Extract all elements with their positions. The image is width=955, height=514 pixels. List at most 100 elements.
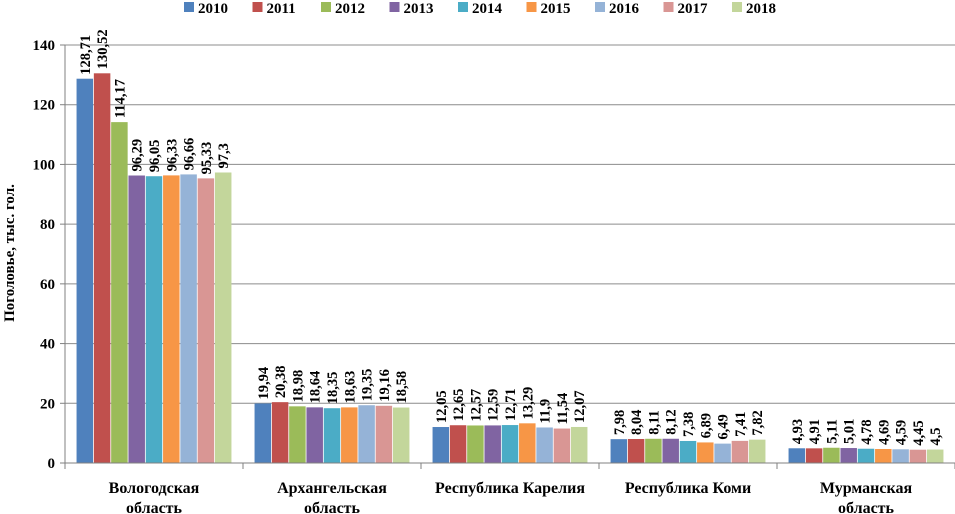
bar-2014-3	[679, 440, 697, 463]
data-label: 12,07	[572, 390, 588, 423]
legend-label: 2010	[198, 1, 228, 17]
bar-2012-2	[467, 425, 484, 463]
bar-2018-1	[392, 407, 410, 463]
bar-2016-2	[536, 427, 553, 463]
data-label: 18,58	[394, 371, 410, 404]
data-label: 96,66	[182, 138, 198, 171]
legend-label: 2011	[267, 1, 296, 17]
x-category-label: Вологодская	[109, 480, 200, 497]
data-label: 8,04	[629, 410, 645, 435]
bar-2016-0	[180, 174, 197, 463]
bar-2012-3	[645, 438, 662, 463]
bar-2015-0	[163, 175, 180, 463]
data-label: 97,3	[216, 143, 232, 168]
legend-swatch-2018	[732, 2, 742, 12]
bar-2013-3	[662, 438, 679, 463]
data-label: 11,9	[538, 399, 554, 424]
bar-2015-1	[341, 407, 358, 463]
bar-2017-3	[731, 440, 749, 463]
data-label: 4,45	[911, 420, 927, 445]
x-category-label: область	[304, 500, 361, 514]
data-label: 18,98	[290, 370, 306, 403]
data-label: 11,54	[555, 393, 571, 425]
bar-2010-1	[254, 403, 272, 463]
bar-2015-3	[697, 442, 714, 463]
y-tick-label: 20	[40, 396, 55, 412]
x-category-label: Мурманская	[820, 480, 913, 497]
x-category-label: область	[126, 500, 183, 514]
data-label: 4,93	[790, 419, 806, 444]
data-label: 12,71	[503, 388, 519, 421]
bar-2015-2	[519, 423, 536, 463]
data-label: 4,59	[894, 420, 910, 445]
y-tick-label: 80	[40, 217, 55, 233]
y-tick-label: 100	[33, 157, 56, 173]
bar-2010-4	[788, 448, 806, 463]
y-tick-label: 120	[33, 98, 56, 114]
data-label: 7,98	[612, 410, 628, 435]
legend: 2010 2011 2012 2013 2014 2015 2016 2017 2018	[184, 1, 776, 17]
data-label: 8,12	[664, 409, 680, 434]
data-label: 4,5	[928, 427, 944, 445]
legend-label: 2014	[472, 1, 503, 17]
data-label: 6,89	[698, 413, 714, 438]
x-category-label: Республика Коми	[625, 480, 751, 497]
data-label: 18,64	[308, 371, 324, 404]
data-label: 96,29	[130, 139, 146, 172]
y-tick-label: 0	[48, 456, 56, 472]
legend-label: 2017	[678, 1, 709, 17]
data-label: 19,16	[377, 369, 393, 402]
data-label: 20,38	[273, 366, 289, 399]
bar-2016-3	[714, 443, 731, 463]
bar-2013-0	[128, 175, 145, 464]
x-category-label: область	[838, 500, 895, 514]
data-label: 12,65	[451, 389, 467, 422]
bar-2011-2	[449, 425, 467, 463]
legend-swatch-2012	[321, 2, 331, 12]
data-label: 4,78	[859, 419, 875, 444]
bar-2012-1	[289, 406, 306, 463]
legend-label: 2015	[541, 1, 571, 17]
y-tick-label: 140	[33, 38, 56, 54]
data-label: 7,41	[733, 412, 749, 437]
data-label: 12,05	[434, 390, 450, 423]
y-axis: 0 20 40 60 80 100 120 140	[33, 38, 66, 472]
data-label: 13,29	[520, 387, 536, 420]
data-label: 128,71	[78, 35, 94, 75]
legend-swatch-2015	[526, 2, 537, 12]
bar-2013-4	[840, 448, 857, 463]
bar-2016-4	[892, 449, 909, 463]
bar-2018-4	[926, 449, 944, 463]
x-category-label: Республика Карелия	[435, 480, 585, 497]
bar-2017-0	[197, 178, 215, 463]
legend-swatch-2017	[663, 2, 674, 12]
y-tick-label: 60	[40, 277, 55, 293]
bar-2017-1	[375, 405, 393, 463]
bar-2012-0	[111, 122, 128, 463]
legend-label: 2013	[404, 1, 434, 17]
data-label: 96,05	[147, 140, 163, 173]
bar-2011-3	[627, 438, 645, 463]
bar-2010-0	[76, 78, 94, 464]
bar-2015-4	[875, 448, 892, 463]
bar-2017-4	[909, 449, 927, 463]
data-label: 4,91	[807, 419, 823, 444]
bar-2014-0	[145, 176, 163, 463]
legend-label: 2016	[609, 1, 640, 17]
legend-swatch-2014	[458, 2, 468, 12]
data-label: 96,33	[164, 139, 180, 172]
legend-swatch-2013	[389, 2, 400, 12]
x-category-label: Архангельская	[277, 480, 387, 497]
data-label: 19,94	[256, 367, 272, 400]
data-label: 19,35	[360, 369, 376, 402]
data-label: 18,35	[325, 372, 341, 405]
bar-2018-2	[570, 426, 588, 463]
data-label: 6,49	[716, 414, 732, 439]
data-label: 18,63	[342, 371, 358, 404]
bar-2013-2	[484, 425, 501, 463]
data-label: 5,11	[824, 419, 840, 444]
data-label: 12,57	[468, 389, 484, 422]
x-axis: Вологодская область Архангельская область Ре…	[64, 462, 955, 514]
bar-2014-1	[323, 408, 341, 463]
